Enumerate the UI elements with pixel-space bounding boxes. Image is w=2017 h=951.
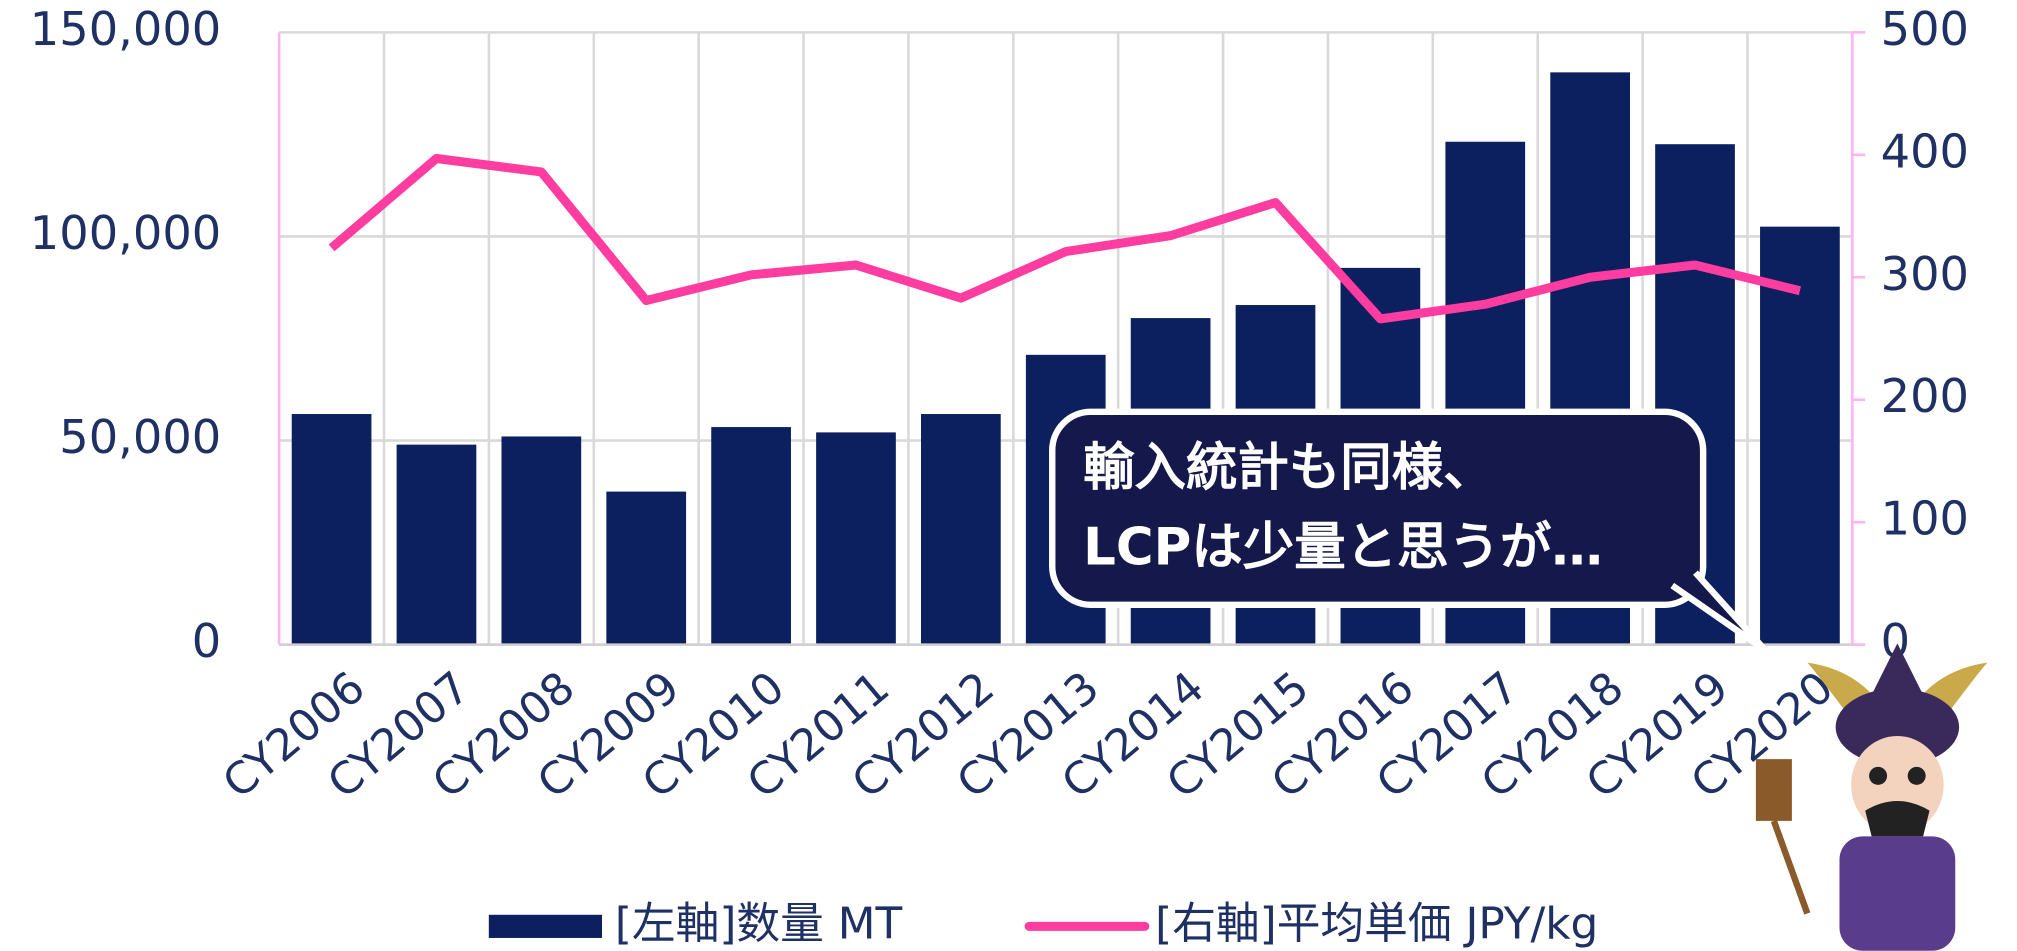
y-tick-label: 0 (192, 614, 221, 668)
bar (711, 427, 791, 645)
helmet-top (1871, 643, 1924, 695)
fan-handle (1770, 819, 1811, 915)
y-tick-label: 50,000 (59, 410, 221, 464)
y-tick-label: 100,000 (30, 206, 221, 260)
line (328, 153, 1801, 324)
bar (396, 444, 477, 645)
helmet (1835, 688, 1960, 766)
bubble-box (1049, 408, 1707, 608)
speech-bubble: 輸入統計も同様、 LCPは少量と思うが… (1049, 408, 1768, 653)
armor (1839, 836, 1956, 951)
bar (1760, 226, 1840, 645)
bar (921, 414, 1001, 645)
bar (606, 491, 687, 645)
annotation-line: 輸入統計も同様、 (1083, 438, 1495, 498)
y2-tick-label: 300 (1881, 247, 1969, 301)
eye (1869, 766, 1888, 785)
fan (1755, 759, 1792, 821)
y2-tick-label: 500 (1881, 2, 1969, 56)
mascot-illustration (1755, 643, 1988, 951)
legend-swatch (488, 914, 603, 938)
bar (291, 414, 372, 645)
y-tick-label: 150,000 (30, 2, 221, 56)
mask (1865, 800, 1930, 837)
bar (501, 436, 582, 645)
legend-label: [左軸]数量 MT (615, 898, 903, 949)
y2-tick-label: 200 (1881, 369, 1969, 423)
eye (1907, 766, 1926, 785)
annotation-line: LCPは少量と思うが… (1083, 518, 1603, 578)
legend-label: [右軸]平均単価 JPY/kg (1155, 898, 1598, 949)
y2-tick-label: 100 (1881, 492, 1969, 546)
bubble-tail (1670, 570, 1768, 653)
y2-tick-label: 400 (1881, 124, 1969, 178)
bar (816, 432, 896, 645)
